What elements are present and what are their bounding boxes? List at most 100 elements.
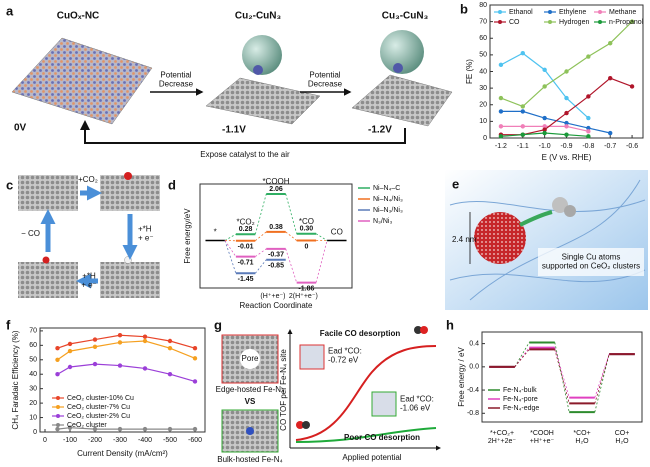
panel-label: a xyxy=(6,3,14,18)
y-tick-label: 0 xyxy=(483,135,487,142)
atom xyxy=(393,63,403,73)
data-point xyxy=(55,372,60,377)
plot-frame xyxy=(39,327,206,433)
data-point xyxy=(117,363,123,368)
return-label: Expose catalyst to the air xyxy=(200,150,290,159)
slab xyxy=(100,175,160,211)
y-tick-label: 30 xyxy=(479,85,487,92)
catalyst-name: CuOₓ-NC xyxy=(57,11,100,22)
data-point xyxy=(55,426,60,432)
data-point xyxy=(564,110,569,116)
data-point xyxy=(608,130,613,136)
category-label: * xyxy=(214,228,217,237)
category-label: CO+ H₂O xyxy=(615,430,630,445)
panel-label: c xyxy=(6,177,13,192)
connector xyxy=(315,233,328,241)
legend-label: CeO₂ cluster-10% Cu xyxy=(67,395,134,402)
category-label: *+CO₂+ 2H⁺+2e⁻ xyxy=(488,430,517,445)
legend-marker xyxy=(56,423,60,427)
data-point xyxy=(92,361,98,367)
y-axis-label: CH₄ Faradaic Efficiency (%) xyxy=(11,330,20,429)
data-point xyxy=(542,127,547,132)
slab xyxy=(18,175,78,211)
legend-label: CO xyxy=(509,19,520,26)
connector xyxy=(285,193,298,234)
scale-label: 2.4 nm xyxy=(452,235,477,244)
panel-label: g xyxy=(214,317,222,332)
y-tick-label: 70 xyxy=(29,328,37,335)
data-point xyxy=(542,130,547,136)
data-point xyxy=(55,357,60,362)
x-tick-label: -1.1 xyxy=(517,143,529,150)
axis-label: CO TOF per Fe-N₄ site xyxy=(279,349,288,431)
step-label: (H⁺+e⁻) xyxy=(260,293,285,300)
data-point xyxy=(498,62,504,68)
connector xyxy=(554,349,570,404)
caption: Single Cu atoms supported on CeO₂ cluster… xyxy=(542,253,640,271)
connector xyxy=(514,347,530,368)
versus: VS xyxy=(245,397,256,406)
energy-label: Ead *CO: -0.72 eV xyxy=(328,347,362,365)
category-label: *COOH xyxy=(262,177,289,186)
legend-marker xyxy=(498,20,502,24)
connector xyxy=(224,240,237,274)
connector xyxy=(285,231,297,241)
y-tick-label: 20 xyxy=(29,400,37,407)
y-tick-label: 0 xyxy=(33,429,37,436)
y-tick-label: 0.4 xyxy=(469,340,479,347)
series-line xyxy=(500,21,633,108)
adsorbate xyxy=(42,256,50,264)
y-axis-label: FE (%) xyxy=(465,59,474,84)
legend-label: Fe-N₄-bulk xyxy=(503,387,537,394)
connector xyxy=(255,248,267,257)
legend-label: CeO₂ cluster-2% Cu xyxy=(67,413,130,420)
legend-label: Ni–N₄/Ni₃ xyxy=(373,196,403,203)
legend-label: Ethylene xyxy=(559,9,586,16)
legend-marker xyxy=(548,20,552,24)
y-tick-label: 10 xyxy=(29,414,37,421)
curve xyxy=(295,427,437,443)
slab xyxy=(100,262,160,298)
support-lines xyxy=(449,179,646,301)
connector xyxy=(315,240,328,283)
x-axis-label: Current Density (mA/cm²) xyxy=(77,449,168,458)
arrow-label: Potential Decrease xyxy=(308,71,343,89)
y-tick-label: 50 xyxy=(29,357,37,364)
legend-label: Ni–N₃/Ni₃ xyxy=(373,207,403,214)
y-tick-label: -0.4 xyxy=(467,387,479,394)
category-label: CO xyxy=(331,228,343,237)
y-axis-label: Free energy / eV xyxy=(457,347,466,407)
data-point xyxy=(67,425,73,430)
x-tick-label: -0.6 xyxy=(626,143,638,150)
data-point xyxy=(564,95,569,101)
pore xyxy=(240,349,260,369)
data-point xyxy=(520,51,525,56)
step-label: +CO₂ xyxy=(78,175,98,184)
catalyst-slab xyxy=(351,74,453,127)
plot-frame xyxy=(481,331,643,423)
legend-label: CeO₂ cluster xyxy=(67,422,107,429)
data-point xyxy=(586,54,591,59)
data-point xyxy=(586,134,591,139)
x-tick-label: 0 xyxy=(43,437,47,444)
y-tick-label: 20 xyxy=(479,102,487,109)
step-label: +*H + e⁻ xyxy=(138,225,154,243)
y-tick-label: -0.8 xyxy=(467,410,479,417)
legend-marker xyxy=(56,405,60,409)
value-label: -0.37 xyxy=(268,252,284,259)
y-tick-label: 40 xyxy=(29,371,37,378)
data-point xyxy=(542,67,547,73)
data-point xyxy=(167,426,173,432)
x-tick-label: -300 xyxy=(113,437,127,444)
potential: -1.1V xyxy=(222,125,246,136)
data-point xyxy=(167,372,173,377)
legend-label: n-Propanol xyxy=(609,19,644,26)
panel-label: d xyxy=(168,177,176,192)
x-tick-label: -500 xyxy=(163,437,177,444)
series-line xyxy=(57,340,196,361)
atom xyxy=(253,65,263,75)
connector xyxy=(594,353,610,413)
connector xyxy=(254,193,267,235)
panel-label: f xyxy=(6,317,11,332)
